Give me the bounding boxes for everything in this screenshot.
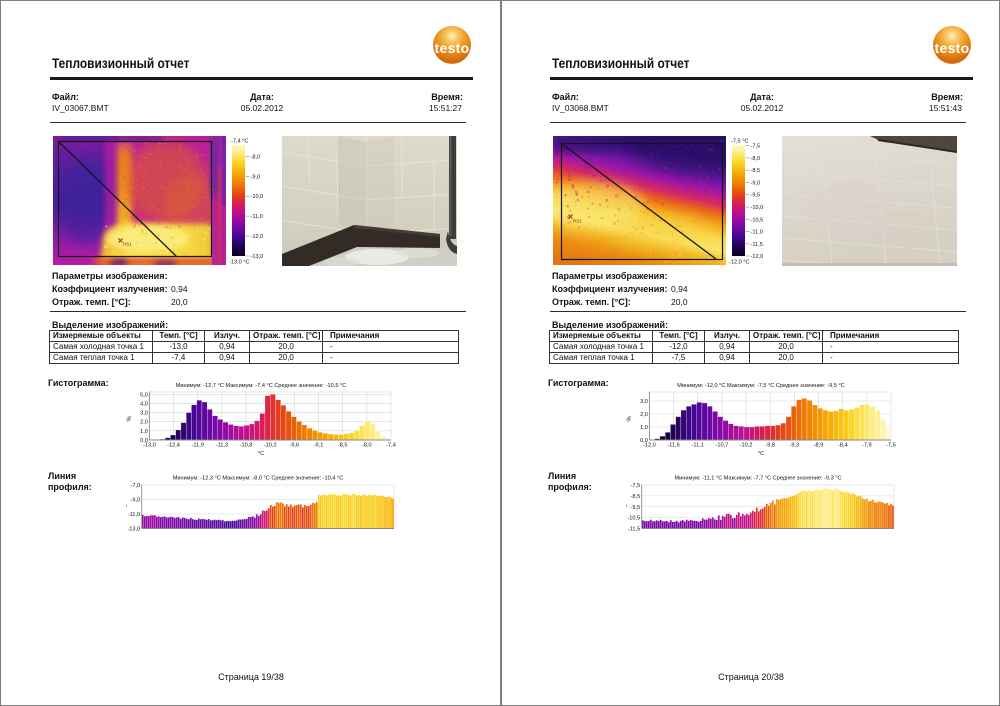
svg-text:-10,2: -10,2 [264, 443, 277, 449]
svg-text:-10,8: -10,8 [240, 443, 253, 449]
svg-text:-11,0: -11,0 [751, 230, 763, 236]
svg-text:-11,5: -11,5 [628, 527, 640, 533]
svg-text:-13,0 °C: -13,0 °C [229, 260, 250, 266]
svg-text:-10,0: -10,0 [751, 205, 764, 211]
svg-text:-10,5: -10,5 [627, 516, 640, 522]
svg-text:2,0: 2,0 [640, 412, 648, 418]
svg-text:°C: °C [758, 451, 764, 457]
svg-text:-12,0: -12,0 [251, 234, 264, 240]
svg-text:-8,5: -8,5 [751, 168, 761, 174]
svg-text:-9,3: -9,3 [790, 443, 800, 449]
svg-text:°C: °C [626, 503, 629, 510]
svg-text:-9,0: -9,0 [751, 180, 761, 186]
svg-text:3,0: 3,0 [640, 399, 648, 405]
svg-text:-8,0: -8,0 [251, 155, 261, 161]
svg-text:-13,0: -13,0 [251, 254, 264, 260]
svg-text:-7,5: -7,5 [886, 443, 896, 449]
svg-text:-10,5: -10,5 [751, 217, 764, 223]
svg-text:-8,4: -8,4 [838, 443, 848, 449]
svg-text:-7,5: -7,5 [751, 144, 761, 150]
svg-text:-8,5: -8,5 [338, 443, 348, 449]
svg-text:-7,0: -7,0 [131, 483, 141, 489]
svg-text:3,0: 3,0 [140, 411, 148, 417]
svg-text:0,0: 0,0 [640, 438, 648, 444]
svg-text:2,0: 2,0 [140, 420, 148, 426]
svg-text:-11,0: -11,0 [128, 512, 140, 518]
svg-text:%: % [127, 416, 133, 422]
svg-text:-8,9: -8,9 [814, 443, 824, 449]
svg-text:-8,5: -8,5 [631, 494, 641, 500]
svg-text:-11,9: -11,9 [192, 443, 204, 449]
svg-text:-10,2: -10,2 [740, 443, 753, 449]
svg-text:-12,0 °C: -12,0 °C [729, 260, 750, 266]
svg-text:-7,4 °C: -7,4 °C [231, 139, 248, 145]
svg-text:-9,8: -9,8 [765, 443, 775, 449]
svg-text:-11,3: -11,3 [216, 443, 228, 449]
svg-text:HS1: HS1 [123, 242, 132, 247]
svg-text:-9,0: -9,0 [251, 174, 261, 180]
svg-text:4,0: 4,0 [140, 401, 148, 407]
svg-text:-7,9: -7,9 [862, 443, 872, 449]
svg-text:-9,5: -9,5 [751, 193, 761, 199]
svg-text:-12,4: -12,4 [167, 443, 180, 449]
svg-text:-10,0: -10,0 [251, 194, 264, 200]
svg-text:-12,0: -12,0 [751, 254, 764, 260]
svg-text:-9,6: -9,6 [290, 443, 300, 449]
svg-text:Минимум: -12,0 °C Максимум: -7: Минимум: -12,0 °C Максимум: -7,5 °C Сред… [677, 383, 844, 389]
svg-text:-8,0: -8,0 [362, 443, 372, 449]
svg-text:-7,5 °C: -7,5 °C [731, 139, 748, 145]
svg-text:-11,6: -11,6 [667, 443, 679, 449]
svg-text:-9,5: -9,5 [631, 505, 641, 511]
svg-text:0,0: 0,0 [140, 438, 148, 444]
svg-text:-7,5: -7,5 [631, 483, 641, 489]
svg-text:-9,1: -9,1 [314, 443, 324, 449]
svg-text:-11,1: -11,1 [692, 443, 704, 449]
svg-text:Минимум: -12,3 °C Максимум: -8: Минимум: -12,3 °C Максимум: -8,0 °C Сред… [173, 476, 344, 482]
svg-text:Минимум: -11,1 °C Максимум: -7: Минимум: -11,1 °C Максимум: -7,7 °C Сред… [674, 476, 841, 482]
svg-text:-13,0: -13,0 [127, 527, 140, 533]
svg-text:Минимум: -12,7 °C Максимум: -7: Минимум: -12,7 °C Максимум: -7,4 °C Сред… [176, 383, 347, 389]
svg-text:%: % [627, 416, 633, 422]
svg-text:-8,0: -8,0 [751, 156, 761, 162]
svg-text:-11,0: -11,0 [251, 214, 263, 220]
svg-text:testo: testo [435, 40, 470, 56]
svg-text:°C: °C [258, 451, 264, 457]
svg-text:-13,0: -13,0 [143, 443, 156, 449]
svg-text:5,0: 5,0 [140, 392, 148, 398]
svg-text:-11,5: -11,5 [751, 242, 763, 248]
svg-text:-12,0: -12,0 [643, 443, 656, 449]
svg-text:°C: °C [126, 503, 129, 510]
svg-text:1,0: 1,0 [640, 425, 648, 431]
svg-text:-9,0: -9,0 [131, 498, 141, 504]
svg-text:1,0: 1,0 [140, 429, 148, 435]
svg-text:-10,7: -10,7 [716, 443, 729, 449]
svg-text:HS1: HS1 [573, 219, 582, 224]
svg-text:testo: testo [935, 40, 970, 56]
svg-text:-7,4: -7,4 [386, 443, 396, 449]
